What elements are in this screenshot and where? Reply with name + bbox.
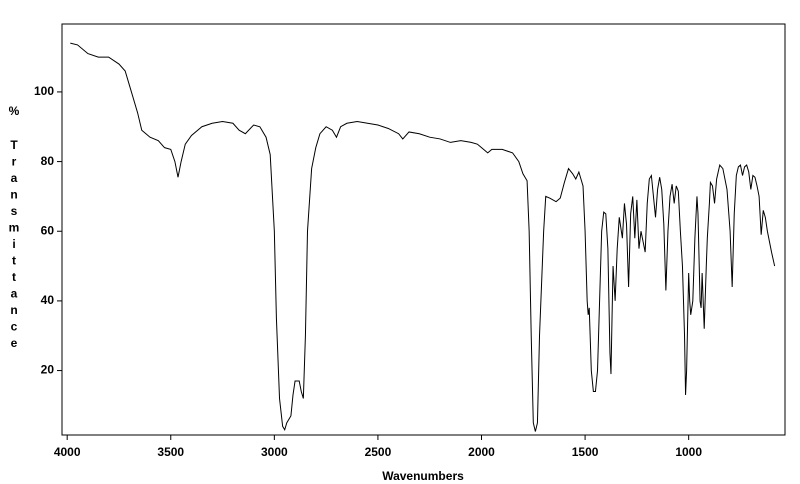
- y-tick-label: 100: [34, 84, 54, 98]
- x-tick-label: 3000: [261, 445, 288, 459]
- x-tick-label: 2000: [468, 445, 495, 459]
- x-axis-label: Wavenumbers: [382, 469, 464, 483]
- x-tick-label: 1500: [572, 445, 599, 459]
- spectrum-line: [70, 42, 776, 432]
- x-tick-label: 2500: [365, 445, 392, 459]
- x-tick-label: 1000: [675, 445, 702, 459]
- x-tick-label: 4000: [54, 445, 81, 459]
- y-tick-label: 20: [41, 363, 55, 377]
- y-tick-label: 60: [41, 223, 55, 237]
- x-tick-label: 3500: [157, 445, 184, 459]
- y-tick-label: 80: [41, 154, 55, 168]
- plot-frame: [61, 23, 786, 436]
- y-tick-label: 40: [41, 293, 55, 307]
- y-axis-unit: %: [9, 104, 20, 118]
